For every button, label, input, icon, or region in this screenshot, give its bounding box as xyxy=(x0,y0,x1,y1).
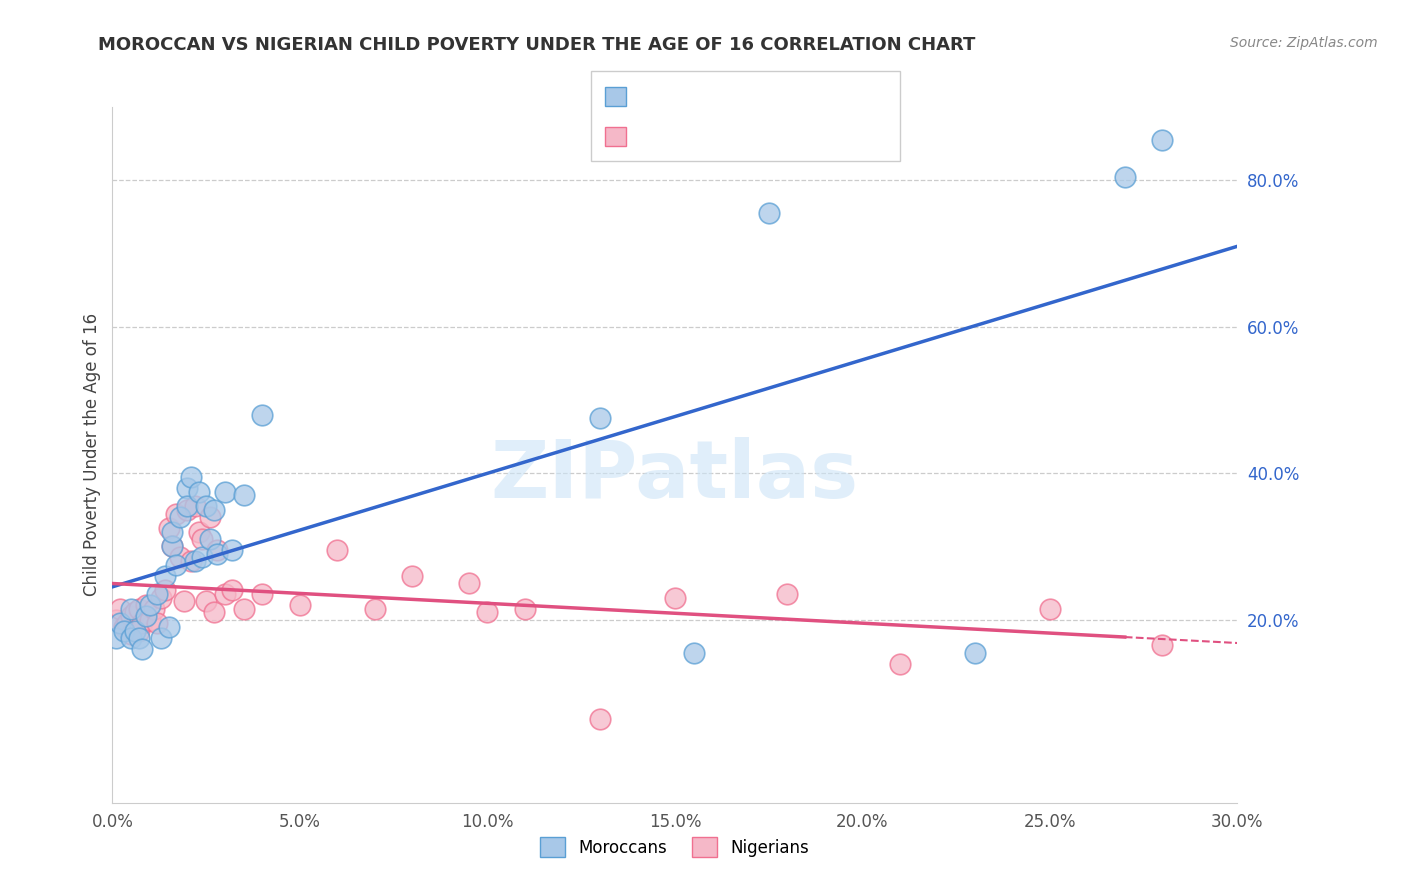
Text: R =: R = xyxy=(633,129,666,144)
Text: 0.648: 0.648 xyxy=(717,89,765,103)
Point xyxy=(105,613,128,627)
Point xyxy=(963,646,986,660)
Point xyxy=(221,583,243,598)
Point xyxy=(120,601,142,615)
Point xyxy=(232,601,254,615)
Point xyxy=(117,616,139,631)
Point xyxy=(142,601,165,615)
Point xyxy=(202,503,225,517)
Point xyxy=(207,543,229,558)
Point xyxy=(139,613,162,627)
Point xyxy=(173,594,195,608)
Point xyxy=(457,576,479,591)
Point xyxy=(664,591,686,605)
Point xyxy=(326,543,349,558)
Point xyxy=(758,206,780,220)
Text: Source: ZipAtlas.com: Source: ZipAtlas.com xyxy=(1230,36,1378,50)
Point xyxy=(165,507,187,521)
Point xyxy=(776,587,799,601)
Point xyxy=(112,624,135,638)
Legend: Moroccans, Nigerians: Moroccans, Nigerians xyxy=(534,830,815,864)
Point xyxy=(135,598,157,612)
Point xyxy=(112,620,135,634)
Point xyxy=(202,606,225,620)
Point xyxy=(139,598,162,612)
Point xyxy=(1152,133,1174,147)
Point xyxy=(221,543,243,558)
Point xyxy=(108,601,131,615)
Point xyxy=(150,631,173,645)
Point xyxy=(153,568,176,582)
Point xyxy=(150,591,173,605)
Point xyxy=(198,532,221,546)
Y-axis label: Child Poverty Under the Age of 16: Child Poverty Under the Age of 16 xyxy=(83,313,101,597)
Point xyxy=(214,587,236,601)
Point xyxy=(176,503,198,517)
Point xyxy=(128,624,150,638)
Point xyxy=(1114,169,1136,184)
Point xyxy=(169,510,191,524)
Point xyxy=(184,499,207,513)
Point xyxy=(128,601,150,615)
Point xyxy=(191,550,214,565)
Point xyxy=(124,606,146,620)
Point xyxy=(120,609,142,624)
Text: 47: 47 xyxy=(823,129,844,144)
Point xyxy=(131,642,153,657)
Point xyxy=(180,470,202,484)
Point xyxy=(682,646,704,660)
Point xyxy=(165,558,187,572)
Point xyxy=(131,616,153,631)
Point xyxy=(176,499,198,513)
Text: -0.008: -0.008 xyxy=(717,129,772,144)
Text: N =: N = xyxy=(787,129,821,144)
Point xyxy=(187,524,209,539)
Point xyxy=(124,624,146,638)
Point xyxy=(477,606,499,620)
Point xyxy=(157,620,180,634)
Point xyxy=(162,540,184,554)
Text: R =: R = xyxy=(633,89,666,103)
Text: 38: 38 xyxy=(823,89,844,103)
Point xyxy=(108,616,131,631)
Point xyxy=(146,587,169,601)
Point xyxy=(169,550,191,565)
Point xyxy=(401,568,423,582)
Point xyxy=(589,712,612,726)
Point xyxy=(589,411,612,425)
Text: ZIPatlas: ZIPatlas xyxy=(491,437,859,515)
Point xyxy=(180,554,202,568)
Point xyxy=(162,524,184,539)
Point xyxy=(889,657,911,671)
Point xyxy=(288,598,311,612)
Point xyxy=(120,627,142,641)
Point xyxy=(162,540,184,554)
Text: MOROCCAN VS NIGERIAN CHILD POVERTY UNDER THE AGE OF 16 CORRELATION CHART: MOROCCAN VS NIGERIAN CHILD POVERTY UNDER… xyxy=(98,36,976,54)
Point xyxy=(157,521,180,535)
Point xyxy=(128,631,150,645)
Point xyxy=(195,499,218,513)
Point xyxy=(120,631,142,645)
Point xyxy=(191,532,214,546)
Text: N =: N = xyxy=(787,89,821,103)
Point xyxy=(195,594,218,608)
Point xyxy=(252,587,274,601)
Point xyxy=(135,609,157,624)
Point xyxy=(146,616,169,631)
Point xyxy=(364,601,387,615)
Point xyxy=(198,510,221,524)
Point xyxy=(232,488,254,502)
Point xyxy=(252,408,274,422)
Point xyxy=(105,631,128,645)
Point xyxy=(214,484,236,499)
Point xyxy=(207,547,229,561)
Point xyxy=(513,601,536,615)
Point xyxy=(187,484,209,499)
Point xyxy=(1039,601,1062,615)
Point xyxy=(1152,638,1174,652)
Point xyxy=(176,481,198,495)
Point xyxy=(153,583,176,598)
Point xyxy=(184,554,207,568)
